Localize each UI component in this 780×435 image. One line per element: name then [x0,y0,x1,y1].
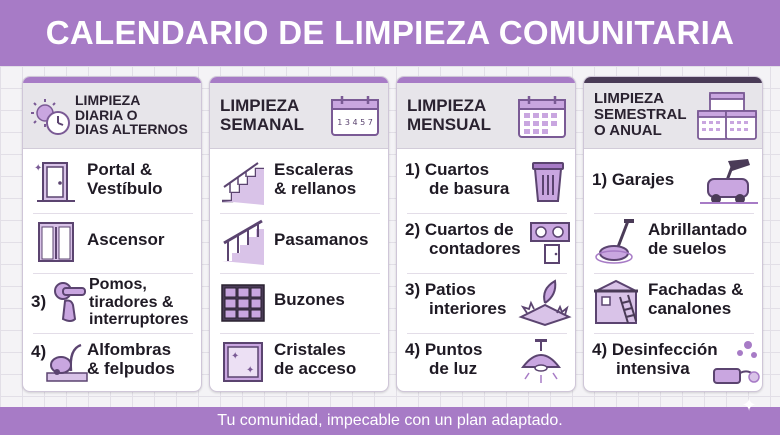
divider [407,213,567,214]
vacuum-icon [46,343,88,382]
list-item: Fachadas & canalones [584,273,762,331]
calendar-week-icon: 1 3 4 5 7 [331,96,379,136]
column-weekly: LIMPIEZA SEMANAL 1 3 4 5 7 Escaleras & r… [209,76,389,392]
list-item: ✦ Portal & Vestíbulo [23,153,201,211]
list-item: Abrillantado de suelos [584,213,762,271]
divider [33,273,193,274]
divider [594,273,754,274]
list-item: 2) Cuartos de contadores [397,213,575,271]
column-accent-bar [210,77,388,83]
item-label: 4) Puntos de luz [405,340,483,378]
column-monthly: LIMPIEZA MENSUAL 1) Cuartos de basura [396,76,576,392]
item-label: Fachadas & canalones [648,280,744,318]
elevator-icon [38,222,74,262]
column-header: LIMPIEZA SEMESTRAL O ANUAL [584,83,762,149]
list-item: Ascensor [23,213,201,271]
column-header: LIMPIEZA MENSUAL [397,83,575,149]
item-label: Buzones [274,290,345,309]
ceiling-lamp-icon [520,339,562,383]
divider [33,213,193,214]
handrail-icon [222,219,264,265]
disinfection-icon [713,341,760,384]
divider [407,333,567,334]
mailboxes-icon [221,284,265,322]
svg-text:✦: ✦ [34,163,42,174]
list-item: 4) Desinfección intensiva [584,333,762,391]
trash-bin-icon [532,162,564,202]
list-item: 3) Patios interiores [397,273,575,331]
item-number: 4) [31,342,47,361]
item-label: Ascensor [87,230,165,249]
column-accent-bar [23,77,201,83]
page-title: CALENDARIO DE LIMPIEZA COMUNITARIA [45,14,735,51]
floor-scrubber-icon [700,159,758,204]
list-item: 3) Pomos, tiradores & interruptores [23,273,201,331]
column-daily: LIMPIEZA DIARIA O DIAS ALTERNOS ✦ Portal… [22,76,202,392]
divider [220,333,380,334]
column-header-text: LIMPIEZA MENSUAL [407,96,492,134]
column-header-text: LIMPIEZA DIARIA O DIAS ALTERNOS [75,92,188,138]
patio-plants-icon [518,279,572,327]
footer-tagline: Tu comunidad, impecable con un plan adap… [217,412,563,429]
item-label: Escaleras & rellanos [274,160,357,198]
list-item: 1) Cuartos de basura [397,153,575,211]
sun-clock-icon [31,99,70,135]
svg-text:1 3 4 5 7: 1 3 4 5 7 [337,118,373,127]
item-label: 1) Garajes [592,170,675,189]
list-item: ✦ ✦ Cristales de acceso [210,333,388,391]
stairs-icon [222,162,264,205]
divider [33,333,193,334]
divider [220,273,380,274]
item-label: Abrillantado de suelos [648,220,748,258]
meters-icon [530,222,570,264]
divider [594,213,754,214]
door-icon: ✦ [34,162,75,202]
list-item: Buzones [210,273,388,331]
column-header: LIMPIEZA SEMANAL 1 3 4 5 7 [210,83,388,149]
floor-polisher-icon [595,219,634,264]
list-item: 1) Garajes [584,153,762,211]
item-label: 2) Cuartos de contadores [405,220,521,258]
item-label: 1) Cuartos de basura [405,160,510,198]
divider [594,333,754,334]
item-label: Pasamanos [274,230,369,249]
item-label: Pomos, tiradores & interruptores [89,276,189,329]
column-header: LIMPIEZA DIARIA O DIAS ALTERNOS [23,83,201,149]
divider [220,213,380,214]
item-label: Portal & Vestíbulo [87,160,163,198]
sparkle-icon: ✦ [741,395,757,415]
column-accent-bar [397,77,575,83]
item-label: Cristales de acceso [274,340,357,378]
item-label: Alfombras & felpudos [87,340,175,378]
divider [407,273,567,274]
column-semiannual: LIMPIEZA SEMESTRAL O ANUAL 1) Garajes [583,76,763,392]
item-number: 3) [31,292,47,311]
door-handle-icon [54,282,86,322]
list-item: 4) Puntos de luz [397,333,575,391]
list-item: Escaleras & rellanos [210,153,388,211]
svg-text:✦: ✦ [231,351,239,362]
item-label: 4) Desinfección intensiva [592,340,718,378]
svg-text:✦: ✦ [246,365,254,376]
glass-window-icon: ✦ ✦ [223,342,263,382]
column-accent-bar [584,77,762,83]
list-item: 4) Alfombras & felpudos [23,333,201,391]
footer-banner: Tu comunidad, impecable con un plan adap… [0,407,780,435]
calendars-icon [697,92,757,140]
list-item: Pasamanos [210,213,388,271]
item-label: 3) Patios interiores [405,280,507,318]
title-banner: CALENDARIO DE LIMPIEZA COMUNITARIA [0,0,780,66]
column-header-text: LIMPIEZA SEMESTRAL O ANUAL [594,90,687,139]
column-header-text: LIMPIEZA SEMANAL [220,96,305,134]
calendar-month-icon [518,96,566,138]
facade-ladder-icon [594,279,638,324]
